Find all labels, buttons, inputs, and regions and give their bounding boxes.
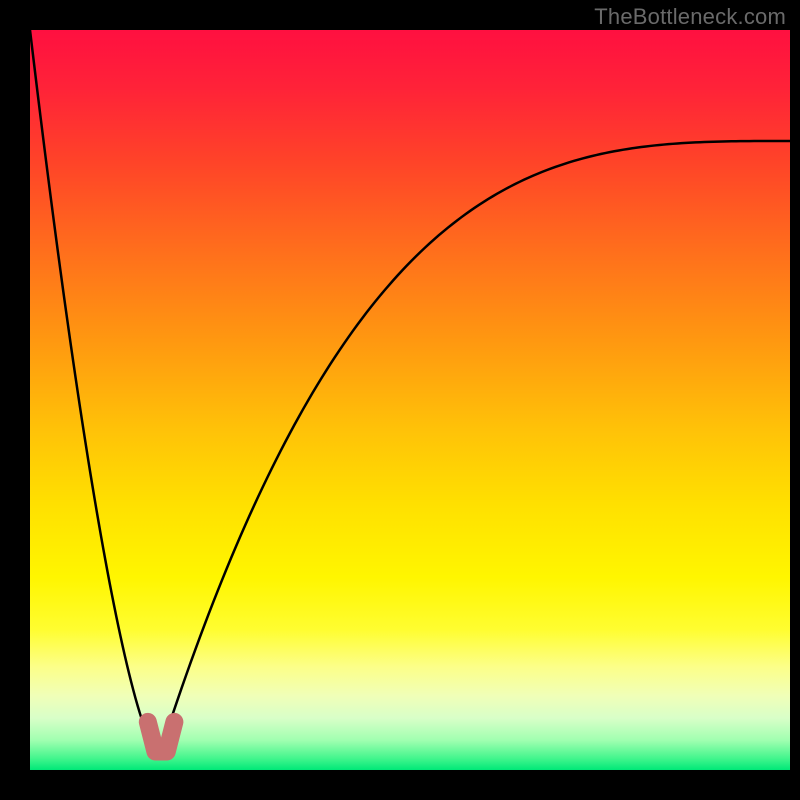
watermark-text: TheBottleneck.com [594,4,786,30]
chart-svg [30,30,790,770]
gradient-background [30,30,790,770]
chart-frame: TheBottleneck.com [0,0,800,800]
plot-area [30,30,790,770]
